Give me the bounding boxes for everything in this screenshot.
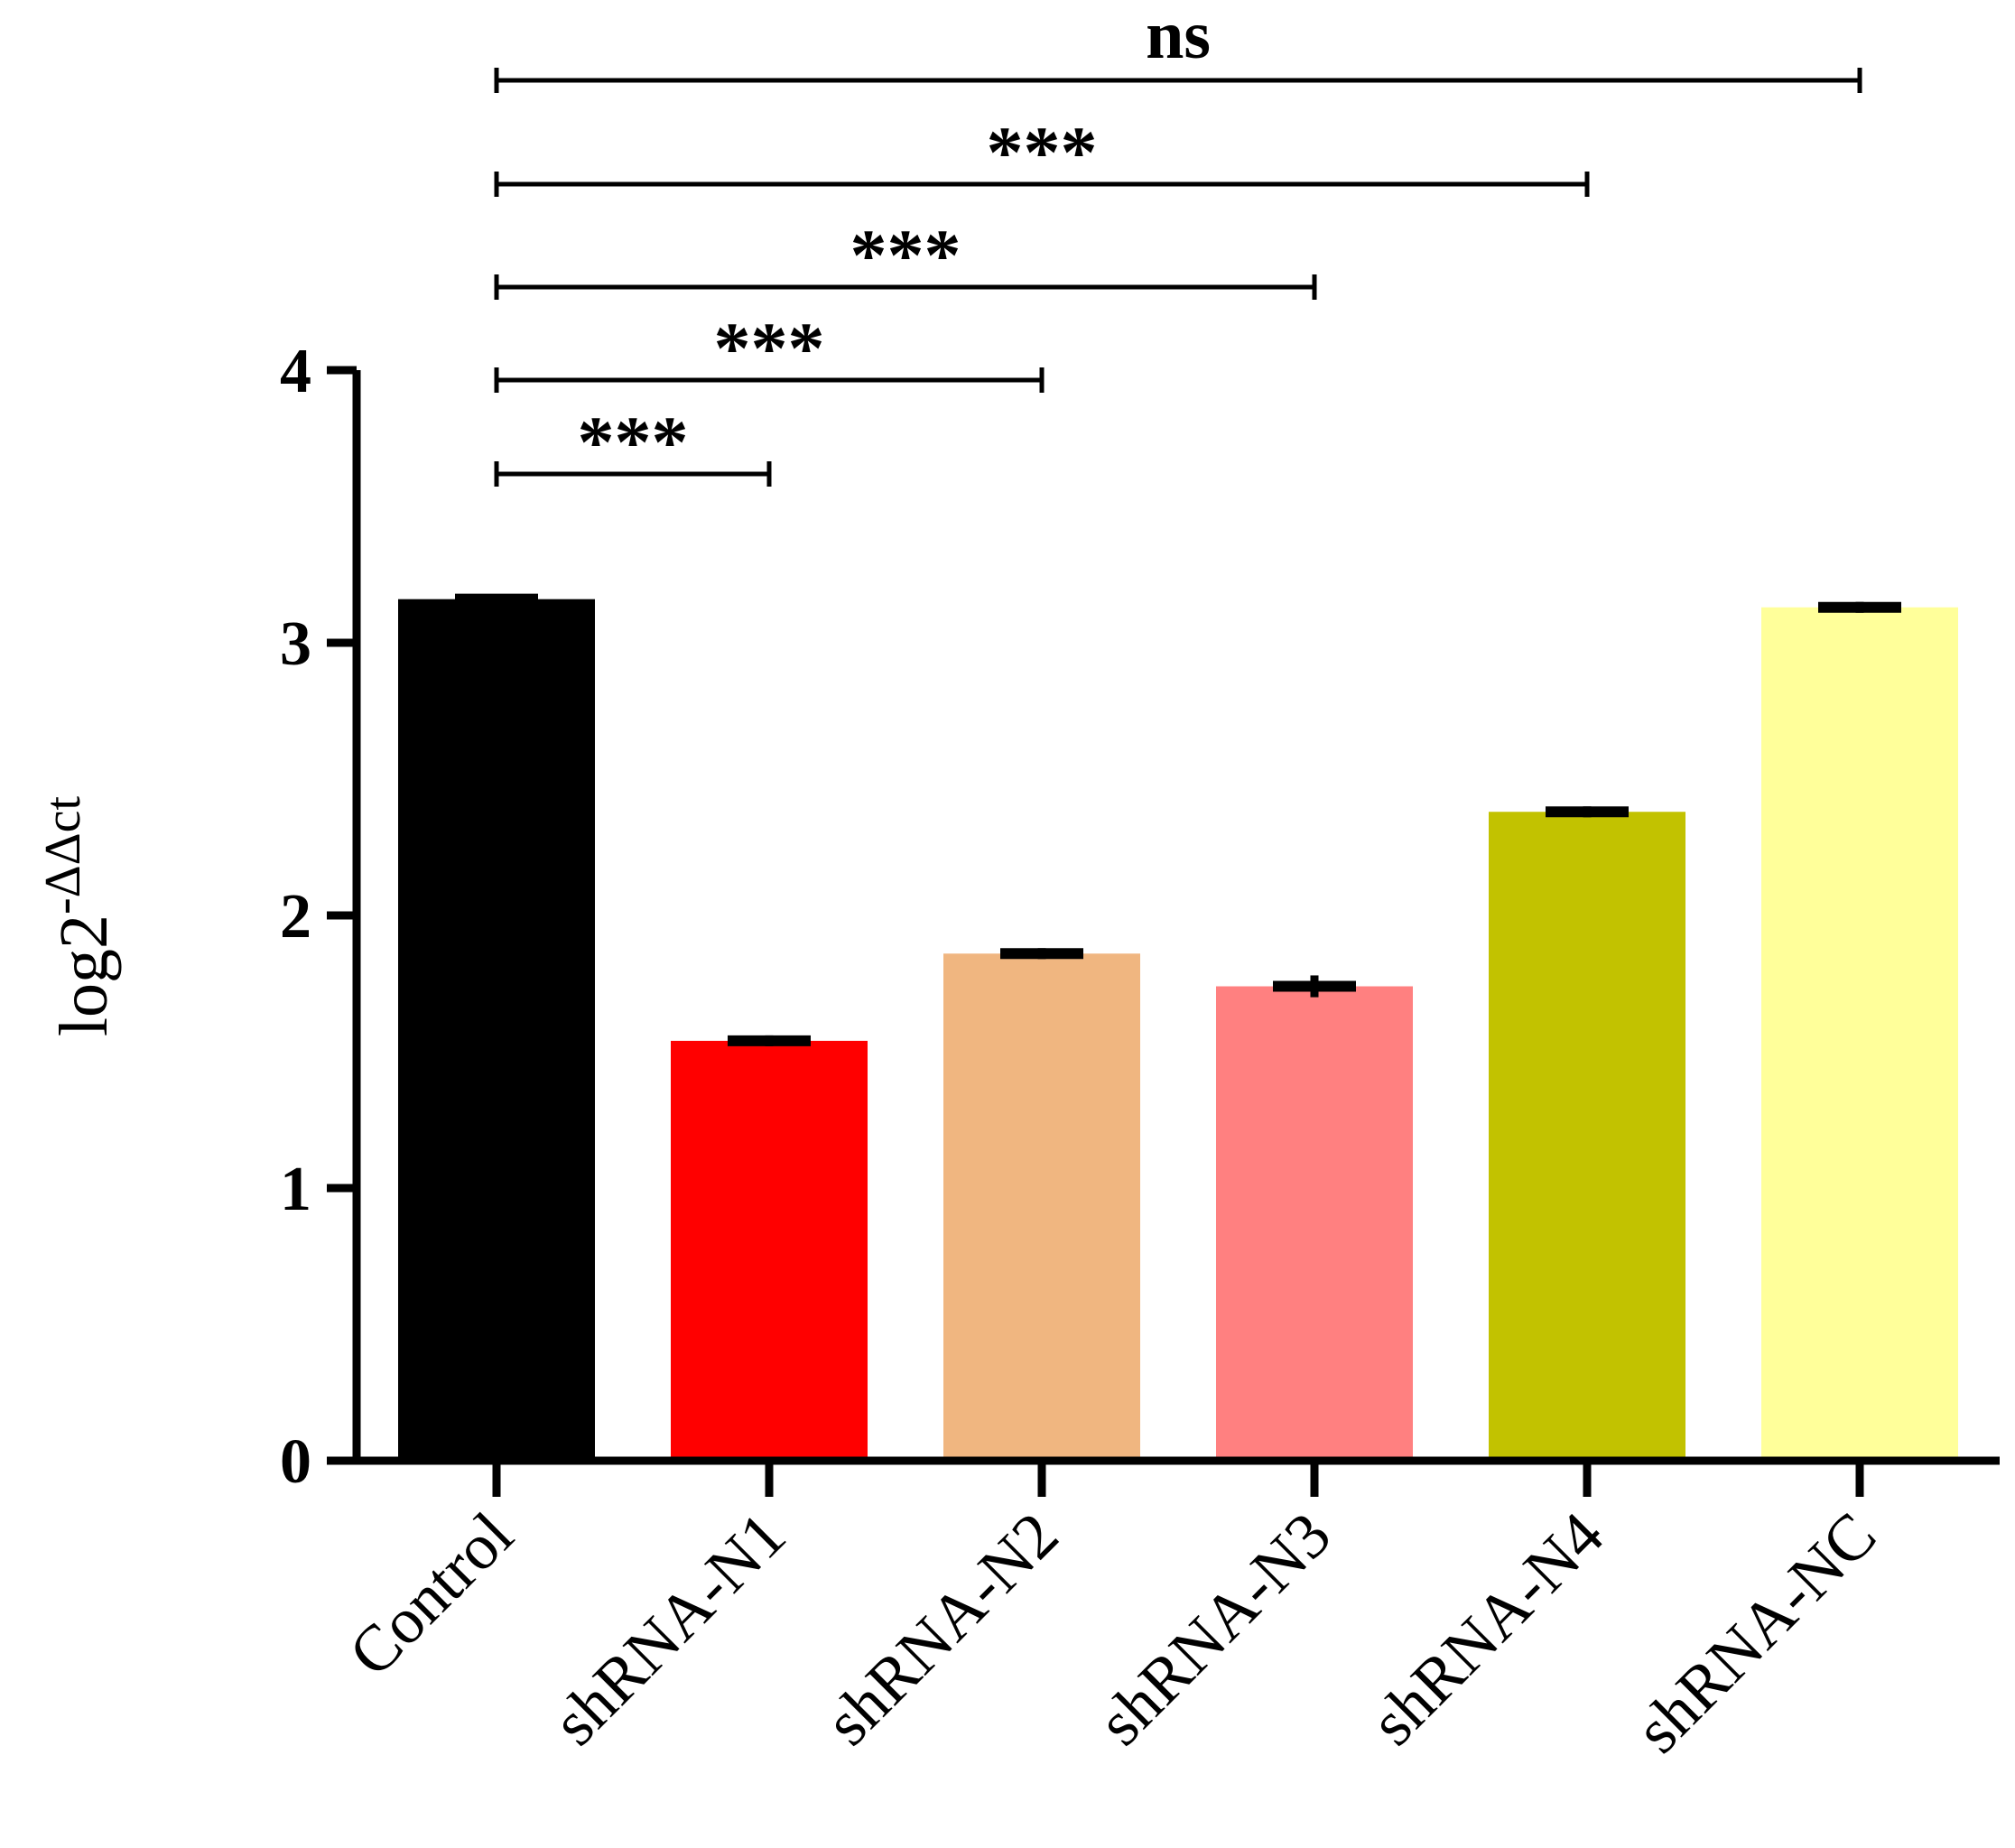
bracket-control-vs-shrna-nc-label: ns — [1146, 0, 1211, 73]
y-tick-label-1: 1 — [280, 1155, 311, 1224]
y-tick-label-0: 0 — [280, 1427, 311, 1497]
bracket-control-vs-shrna-n2-label: *** — [714, 307, 825, 389]
y-tick-label-4: 4 — [280, 337, 311, 406]
y-tick-label-2: 2 — [280, 882, 311, 952]
y-tick-label-3: 3 — [280, 609, 311, 679]
bracket-control-vs-shrna-n1-label: *** — [578, 401, 689, 483]
x-tick-label-shrna-n4: shRNA-N4 — [1357, 1499, 1618, 1760]
bracket-control-vs-shrna-n3-label: *** — [850, 214, 961, 296]
bar-shrna-nc — [1761, 607, 1958, 1461]
bar-control — [398, 599, 595, 1461]
y-axis-label-base: log2 — [46, 915, 122, 1036]
x-tick-label-shrna-n2: shRNA-N2 — [812, 1499, 1072, 1760]
bar-shrna-n4 — [1489, 812, 1685, 1461]
x-tick-label-shrna-n1: shRNA-N1 — [539, 1499, 800, 1760]
y-ticks-group: 0 1 2 3 4 — [280, 337, 357, 1497]
significance-brackets-group: *** *** *** *** ns — [494, 0, 1862, 487]
x-ticks-group: Control shRNA-N1 shRNA-N2 shRNA-N3 shRNA-N4 s… — [335, 1461, 1890, 1767]
x-tick-label-control: Control — [335, 1499, 526, 1690]
y-axis-label: log2-ΔΔct — [35, 795, 122, 1036]
x-tick-label-shrna-nc: shRNA-NC — [1621, 1499, 1890, 1767]
error-bars-group — [455, 593, 1901, 1046]
bar-shrna-n3 — [1216, 986, 1413, 1461]
bar-shrna-n1 — [671, 1040, 868, 1461]
bracket-control-vs-shrna-n4-label: *** — [987, 111, 1098, 193]
y-axis-label-superscript: -ΔΔct — [35, 795, 91, 915]
x-tick-label-shrna-n3: shRNA-N3 — [1084, 1499, 1345, 1760]
bars-group — [398, 599, 1958, 1461]
bar-shrna-n2 — [943, 953, 1140, 1461]
